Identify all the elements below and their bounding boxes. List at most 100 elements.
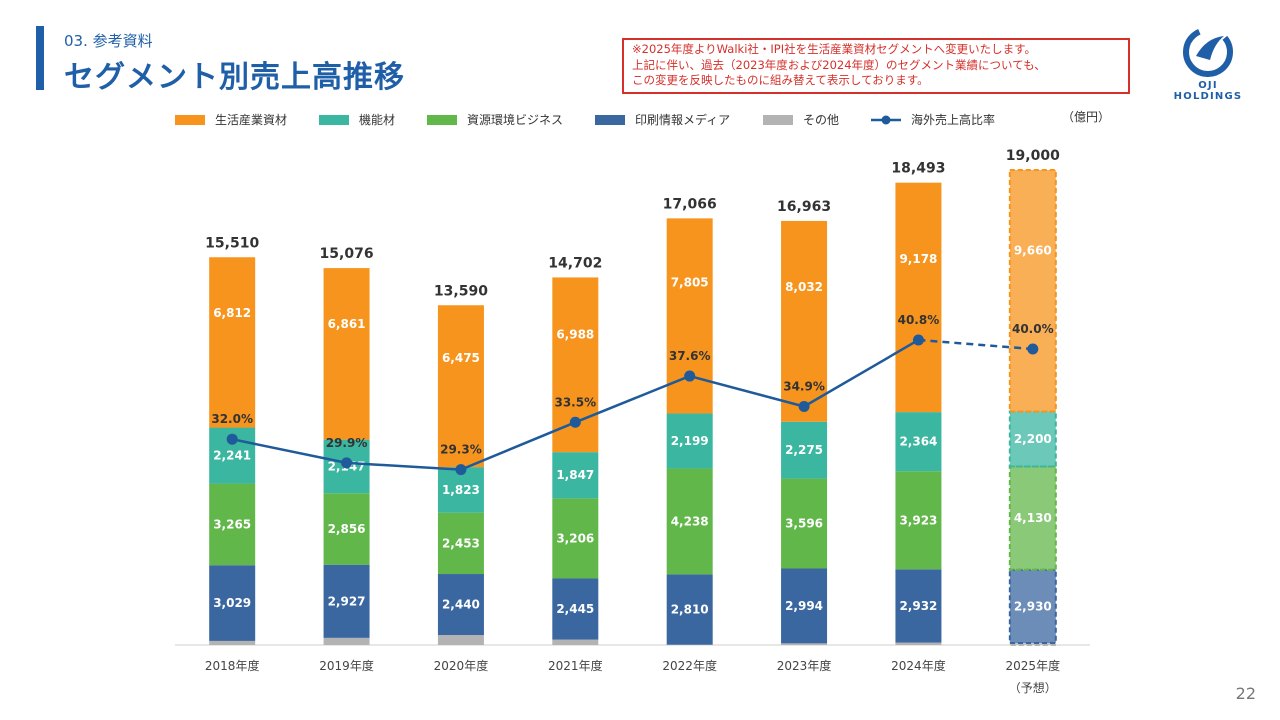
bar-segment	[323, 637, 370, 645]
segment-value-label: 9,660	[1014, 244, 1052, 258]
x-tick-label: 2020年度	[434, 658, 489, 673]
overseas-ratio-point	[798, 401, 810, 413]
legend-label: 印刷情報メディア	[635, 112, 730, 127]
x-tick-label: 2024年度	[891, 658, 946, 673]
legend-swatch	[427, 115, 457, 125]
company-logo-text: OJI HOLDINGS	[1173, 80, 1243, 102]
bar-segment	[209, 565, 256, 641]
bar-segment	[895, 182, 942, 413]
bar-segment	[552, 639, 599, 645]
segment-value-label: 2,275	[785, 443, 823, 457]
segment-value-label: 7,805	[671, 276, 709, 290]
segment-value-label: 2,200	[1014, 432, 1052, 446]
segment-value-label: 3,029	[213, 596, 251, 610]
legend-swatch	[595, 115, 625, 125]
segment-value-label: 3,596	[785, 517, 823, 531]
segment-value-label: 2,927	[328, 594, 366, 608]
notice-box: ※2025年度よりWalki社・IPI社を生活産業資材セグメントへ変更いたします…	[622, 38, 1130, 94]
overseas-ratio-point	[341, 457, 353, 469]
segment-value-label: 2,440	[442, 598, 480, 612]
x-tick-label: 2018年度	[205, 658, 260, 673]
bar-segment	[895, 412, 942, 472]
overseas-ratio-point	[1027, 343, 1039, 355]
bar-segment	[895, 642, 942, 645]
overseas-ratio-point	[912, 334, 924, 346]
bar-segment	[666, 413, 713, 469]
segment-value-label: 6,861	[328, 317, 366, 331]
segment-value-label: 2,930	[1014, 599, 1052, 613]
bar-segment	[1008, 410, 1057, 468]
legend-swatch	[763, 115, 793, 125]
bar-segment	[895, 569, 942, 643]
segment-value-label: 8,032	[785, 280, 823, 294]
total-value-label: 14,702	[548, 255, 602, 271]
bar-segment	[552, 498, 599, 579]
overseas-ratio-point	[455, 464, 467, 476]
legend-label: 生活産業資材	[215, 112, 287, 127]
bar-segment	[552, 452, 599, 499]
segment-value-label: 9,178	[899, 252, 937, 266]
segment-value-label: 2,364	[899, 435, 937, 449]
bar-segment	[1008, 169, 1057, 413]
segment-value-label: 4,238	[671, 514, 709, 528]
page-number: 22	[1235, 684, 1256, 703]
bar-segment	[1008, 465, 1057, 571]
total-value-label: 17,066	[663, 196, 717, 212]
segment-value-label: 6,475	[442, 351, 480, 365]
bar-segment	[437, 574, 484, 636]
section-label: 03. 参考資料	[64, 32, 153, 50]
total-value-label: 15,510	[205, 235, 259, 251]
bar-segment	[1008, 642, 1057, 646]
segment-value-label: 1,847	[556, 468, 594, 482]
notice-line: この変更を反映したものに組み替えて表示しております。	[632, 73, 929, 87]
overseas-ratio-label: 37.6%	[669, 349, 711, 363]
oji-logo-icon	[1183, 27, 1233, 77]
legend-label: その他	[803, 113, 839, 127]
bar-segment	[781, 478, 828, 569]
segment-value-label: 4,130	[1014, 511, 1052, 525]
bar-segment	[781, 643, 828, 645]
bar-segment	[437, 635, 484, 645]
x-tick-label: 2023年度	[777, 658, 832, 673]
title-accent-bar	[36, 26, 44, 90]
x-tick-label: 2021年度	[548, 658, 603, 673]
segment-value-label: 3,265	[213, 517, 251, 531]
segment-value-label: 6,988	[556, 328, 594, 342]
overseas-ratio-label: 40.0%	[1012, 322, 1054, 336]
overseas-ratio-label: 33.5%	[554, 395, 596, 409]
total-value-label: 16,963	[777, 199, 831, 215]
bar-segment	[323, 564, 370, 638]
bar-segment	[781, 568, 828, 644]
overseas-ratio-point	[569, 416, 581, 428]
legend-swatch	[175, 115, 205, 125]
x-tick-note: （予想）	[1009, 680, 1057, 695]
page-title: セグメント別売上高推移	[64, 60, 405, 95]
bar-segment	[781, 421, 828, 479]
segment-value-label: 2,932	[899, 599, 937, 613]
total-value-label: 19,000	[1006, 148, 1060, 164]
x-tick-label: 2022年度	[662, 658, 717, 673]
segment-value-label: 2,445	[556, 602, 594, 616]
bar-segment	[666, 468, 713, 575]
overseas-ratio-label: 29.3%	[440, 443, 482, 457]
overseas-ratio-label: 32.0%	[211, 412, 253, 426]
unit-label: （億円）	[1062, 110, 1110, 124]
overseas-ratio-point	[684, 370, 696, 382]
bar-segment	[666, 218, 713, 414]
bar-segment	[323, 268, 370, 440]
segment-value-label: 1,823	[442, 483, 480, 497]
segment-value-label: 2,810	[671, 603, 709, 617]
x-tick-label: 2019年度	[319, 658, 374, 673]
legend-swatch	[319, 115, 349, 125]
bar-segment	[209, 640, 256, 645]
bar-segment	[552, 578, 599, 640]
bar-segment	[437, 512, 484, 575]
segment-value-label: 2,856	[328, 522, 366, 536]
segment-value-label: 2,199	[671, 434, 709, 448]
bar-segment	[437, 305, 484, 468]
legend-line-marker	[881, 115, 891, 125]
bar-segment	[781, 220, 828, 422]
legend-label: 海外売上高比率	[911, 112, 995, 127]
bar-segment	[895, 471, 942, 570]
